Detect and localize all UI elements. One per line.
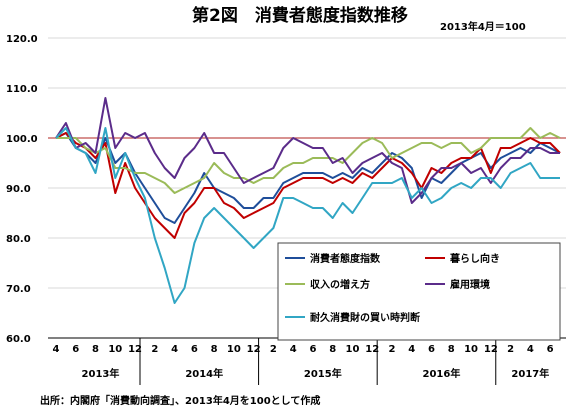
x-tick-label-18: 4 [408,344,415,355]
x-tick-label-13: 6 [309,344,316,355]
x-tick-label-2: 8 [92,344,99,355]
x-tick-label-21: 10 [464,344,478,355]
series-line-4 [55,127,560,304]
x-tick-label-23: 2 [507,344,514,355]
legend-label-4: 耐久消費財の買い時判断 [310,311,420,324]
x-tick-label-4: 12 [128,344,142,355]
x-tick-label-19: 6 [428,344,435,355]
legend-label-0: 消費者態度指数 [310,252,381,265]
x-tick-label-6: 4 [171,344,178,355]
x-tick-label-8: 8 [211,344,218,355]
year-label-1: 2014年 [185,367,223,380]
y-tick-label-4: 80.0 [6,234,31,245]
x-tick-label-11: 2 [270,344,277,355]
legend: 消費者態度指数 暮らし向き 収入の増え方 雇用環境 耐久消費財の買い時判断 [277,242,561,341]
x-tick-label-0: 4 [53,344,60,355]
base-note: 2013年4月＝100 [440,20,526,33]
year-label-2: 2015年 [304,367,342,380]
source-note: 出所：内閣府「消費動向調査」、2013年4月を100として作成 [40,394,320,407]
year-label-4: 2017年 [511,367,549,380]
x-tick-label-12: 4 [290,344,297,355]
legend-label-3: 雇用環境 [450,278,490,291]
x-tick-label-5: 2 [151,344,158,355]
x-tick-label-10: 12 [247,344,261,355]
y-tick-label-5: 70.0 [6,284,31,295]
series-line-2 [56,127,561,194]
x-tick-label-14: 8 [329,344,336,355]
x-tick-label-3: 10 [108,344,122,355]
legend-label-1: 暮らし向き [449,252,500,265]
y-tick-label-6: 60.0 [6,334,31,345]
year-label-0: 2013年 [82,367,120,380]
x-tick-label-16: 12 [365,344,379,355]
x-tick-label-24: 4 [527,344,534,355]
legend-box [277,242,561,341]
y-tick-label-3: 90.0 [6,184,31,195]
series-line-0 [55,132,561,224]
x-tick-label-17: 2 [389,344,396,355]
x-tick-label-1: 6 [72,344,79,355]
year-label-3: 2016年 [422,367,460,380]
x-tick-label-22: 12 [484,344,498,355]
x-tick-label-25: 6 [547,344,554,355]
x-tick-label-15: 10 [346,344,360,355]
x-tick-label-9: 10 [227,344,241,355]
y-tick-label-0: 120.0 [6,34,38,45]
x-tick-label-20: 8 [448,344,455,355]
y-tick-label-1: 110.0 [6,84,38,95]
legend-label-2: 収入の増え方 [310,278,370,291]
x-tick-label-7: 6 [191,344,198,355]
chart-title: 第2図 消費者態度指数推移 [192,5,408,26]
series-line-1 [55,132,561,239]
y-tick-label-2: 100.0 [6,134,38,145]
series-line-3 [55,97,560,204]
